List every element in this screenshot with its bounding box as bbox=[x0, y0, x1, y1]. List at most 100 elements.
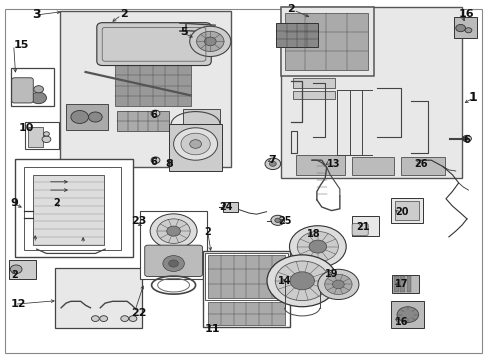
Bar bbox=[293, 78, 334, 88]
Text: 26: 26 bbox=[414, 159, 427, 169]
Text: 2: 2 bbox=[120, 9, 127, 19]
Bar bbox=[25, 122, 59, 149]
Text: 23: 23 bbox=[131, 216, 146, 226]
Text: 24: 24 bbox=[219, 202, 232, 212]
Text: 2: 2 bbox=[53, 198, 60, 208]
Circle shape bbox=[462, 137, 467, 140]
Circle shape bbox=[91, 316, 99, 321]
Circle shape bbox=[274, 218, 280, 222]
Bar bbox=[390, 301, 424, 328]
Bar bbox=[284, 13, 367, 70]
Text: 2: 2 bbox=[11, 270, 18, 280]
Text: 6: 6 bbox=[463, 135, 469, 145]
Circle shape bbox=[150, 214, 197, 248]
Text: 21: 21 bbox=[355, 222, 369, 232]
Bar bbox=[293, 91, 334, 99]
Circle shape bbox=[173, 128, 217, 160]
Circle shape bbox=[71, 111, 88, 123]
Text: 2: 2 bbox=[287, 4, 295, 14]
FancyBboxPatch shape bbox=[97, 23, 211, 66]
Circle shape bbox=[204, 37, 216, 46]
Bar bbox=[117, 111, 168, 131]
Bar bbox=[400, 157, 444, 175]
Bar bbox=[406, 276, 410, 292]
Text: 3: 3 bbox=[32, 8, 41, 21]
Text: 6: 6 bbox=[150, 110, 157, 120]
Circle shape bbox=[324, 274, 351, 294]
Text: 16: 16 bbox=[394, 317, 408, 327]
Bar bbox=[276, 23, 317, 47]
Bar bbox=[55, 268, 142, 328]
Bar bbox=[351, 216, 378, 236]
Circle shape bbox=[332, 280, 344, 289]
Bar bbox=[183, 109, 220, 124]
Text: 13: 13 bbox=[326, 159, 340, 169]
Text: 8: 8 bbox=[165, 159, 173, 169]
FancyBboxPatch shape bbox=[351, 224, 367, 235]
Text: 11: 11 bbox=[204, 324, 220, 334]
Text: 10: 10 bbox=[19, 123, 34, 133]
Bar bbox=[24, 167, 121, 250]
Circle shape bbox=[151, 110, 160, 117]
Circle shape bbox=[34, 86, 43, 93]
Text: 7: 7 bbox=[267, 155, 275, 165]
Circle shape bbox=[297, 231, 338, 262]
Circle shape bbox=[157, 219, 190, 243]
Bar bbox=[453, 17, 476, 38]
Bar bbox=[295, 155, 344, 175]
Circle shape bbox=[266, 255, 337, 307]
Bar bbox=[28, 127, 43, 147]
Circle shape bbox=[289, 272, 314, 290]
Text: 18: 18 bbox=[306, 229, 320, 239]
Text: 6: 6 bbox=[150, 157, 157, 167]
Circle shape bbox=[166, 226, 180, 236]
Circle shape bbox=[100, 316, 107, 321]
Text: 2: 2 bbox=[204, 227, 211, 237]
Circle shape bbox=[396, 307, 418, 323]
Circle shape bbox=[464, 28, 471, 33]
Bar bbox=[391, 275, 418, 293]
Text: 19: 19 bbox=[325, 269, 338, 279]
Circle shape bbox=[189, 26, 230, 57]
Bar bbox=[207, 255, 285, 298]
Circle shape bbox=[31, 92, 46, 104]
Circle shape bbox=[196, 31, 224, 51]
Circle shape bbox=[43, 132, 49, 136]
Bar bbox=[33, 175, 104, 245]
Circle shape bbox=[264, 158, 280, 170]
Bar bbox=[390, 198, 422, 223]
Text: 14: 14 bbox=[277, 276, 291, 286]
Text: 25: 25 bbox=[277, 216, 291, 226]
Bar bbox=[115, 65, 190, 106]
Circle shape bbox=[462, 135, 470, 142]
FancyBboxPatch shape bbox=[168, 124, 222, 171]
Circle shape bbox=[269, 161, 276, 166]
Circle shape bbox=[168, 260, 178, 267]
Bar bbox=[15, 159, 133, 257]
Text: 12: 12 bbox=[11, 299, 26, 309]
Circle shape bbox=[455, 24, 465, 32]
Bar bbox=[205, 253, 287, 300]
Circle shape bbox=[163, 256, 184, 271]
FancyBboxPatch shape bbox=[12, 78, 33, 103]
Bar bbox=[351, 157, 393, 175]
Bar bbox=[223, 202, 237, 212]
Bar bbox=[140, 211, 207, 279]
Circle shape bbox=[275, 261, 328, 301]
Text: 17: 17 bbox=[394, 279, 408, 289]
Bar bbox=[280, 7, 461, 178]
Bar bbox=[9, 260, 36, 279]
Text: 9: 9 bbox=[11, 198, 19, 208]
Circle shape bbox=[12, 89, 23, 96]
Bar bbox=[11, 68, 54, 106]
Text: 5: 5 bbox=[180, 27, 187, 37]
Circle shape bbox=[151, 157, 160, 163]
Circle shape bbox=[189, 140, 201, 148]
Bar bbox=[203, 251, 289, 327]
Circle shape bbox=[129, 316, 137, 321]
Bar bbox=[394, 201, 418, 220]
Text: 1: 1 bbox=[468, 91, 476, 104]
Bar bbox=[207, 302, 285, 325]
Bar bbox=[393, 276, 398, 292]
Text: 15: 15 bbox=[14, 40, 29, 50]
